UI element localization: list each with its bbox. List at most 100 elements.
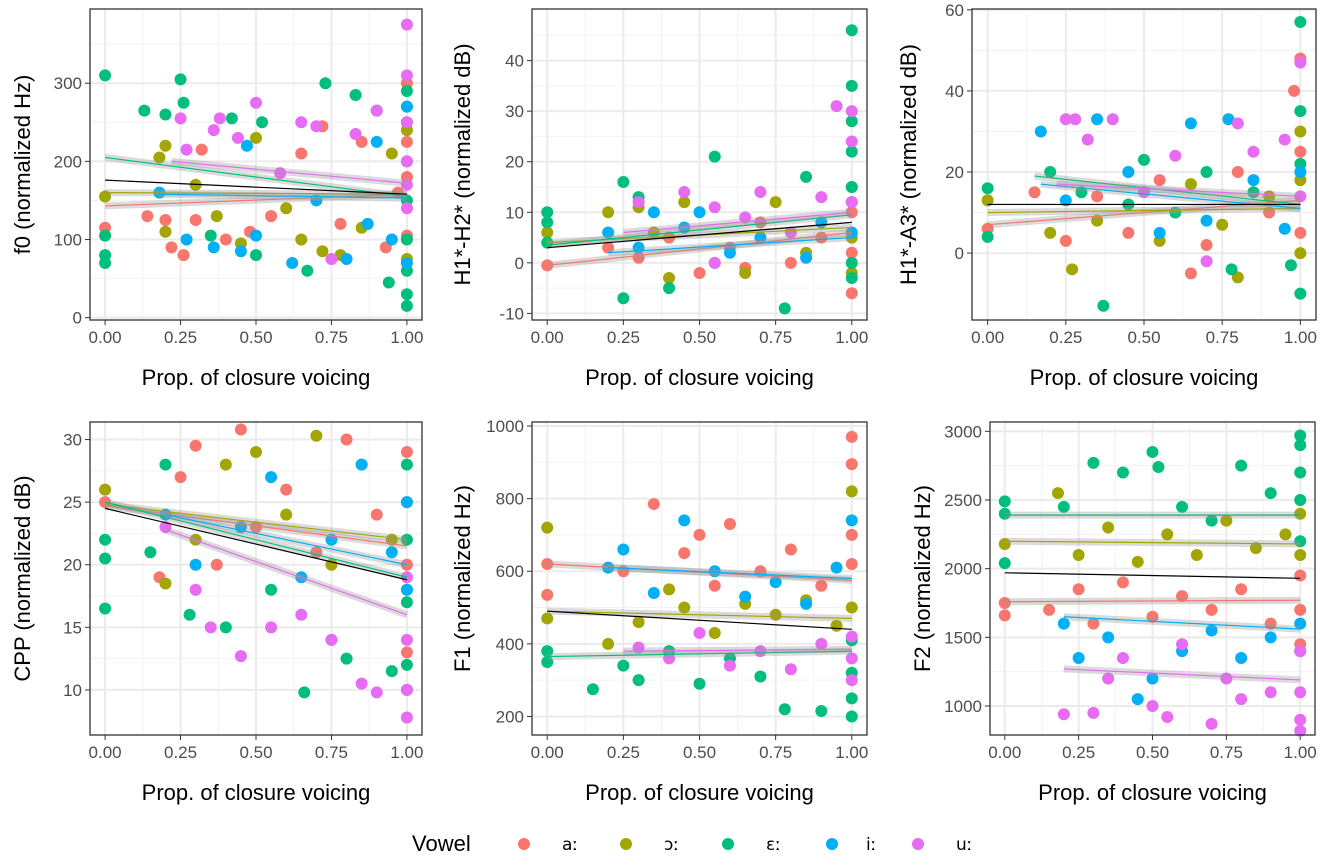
series-3	[998, 429, 1307, 570]
x-tick-label: 1.00	[390, 328, 423, 347]
data-point	[400, 100, 413, 113]
data-point	[800, 170, 813, 183]
x-tick-label: 1.00	[1284, 328, 1317, 347]
legend-item: ɛː	[722, 835, 781, 855]
x-tick-label: 0.00	[89, 328, 122, 347]
data-point	[1043, 603, 1056, 616]
data-point	[845, 630, 858, 643]
data-point	[325, 253, 338, 266]
y-tick-label: 3000	[944, 422, 982, 441]
data-point	[739, 266, 752, 279]
data-point	[754, 231, 767, 244]
data-point	[998, 609, 1011, 622]
data-point	[385, 665, 398, 678]
data-point	[400, 85, 413, 98]
data-point	[1231, 271, 1244, 284]
data-point	[541, 645, 554, 658]
data-point	[99, 69, 112, 82]
y-tick-label: 30	[505, 102, 524, 121]
data-point	[1294, 603, 1307, 616]
data-point	[400, 496, 413, 509]
data-point	[1264, 617, 1277, 630]
data-point	[1264, 487, 1277, 500]
overall-fit-line	[547, 610, 852, 630]
data-point	[754, 216, 767, 229]
x-tick-label: 1.00	[835, 743, 868, 762]
data-point	[845, 514, 858, 527]
data-point	[99, 229, 112, 242]
fit-line	[1063, 668, 1301, 681]
x-tick-label: 0.25	[1049, 328, 1082, 347]
y-tick-label: 200	[54, 152, 82, 171]
data-point	[1294, 569, 1307, 582]
data-point	[225, 112, 238, 125]
y-tick-label: 1500	[944, 628, 982, 647]
fit-line	[547, 650, 852, 658]
legend-key	[518, 838, 530, 850]
data-point	[632, 196, 645, 209]
data-point	[274, 167, 287, 180]
data-point	[541, 521, 554, 534]
data-point	[617, 292, 630, 305]
data-point	[1231, 166, 1244, 179]
data-point	[845, 557, 858, 570]
x-axis-title: Prop. of closure voicing	[585, 365, 814, 390]
data-point	[815, 637, 828, 650]
data-point	[400, 646, 413, 659]
x-tick-label: 0.75	[315, 743, 348, 762]
data-point	[845, 692, 858, 705]
data-point	[400, 711, 413, 724]
data-point	[400, 202, 413, 215]
data-point	[141, 210, 154, 223]
x-tick-label: 0.00	[988, 743, 1021, 762]
y-tick-label: 20	[945, 163, 964, 182]
y-axis-title: H1*-A3* (normalized dB)	[896, 44, 921, 285]
data-point	[678, 186, 691, 199]
data-point	[1294, 548, 1307, 561]
data-point	[845, 181, 858, 194]
data-point	[400, 458, 413, 471]
data-point	[400, 69, 413, 82]
x-tick-label: 0.25	[164, 328, 197, 347]
panel-border	[531, 8, 868, 321]
x-tick-label: 1.00	[1284, 743, 1317, 762]
data-point	[1146, 700, 1159, 713]
data-point	[739, 211, 752, 224]
data-point	[693, 677, 706, 690]
data-point	[286, 256, 299, 269]
data-point	[708, 150, 721, 163]
data-point	[1294, 686, 1307, 699]
data-point	[1294, 713, 1307, 726]
data-point	[1169, 149, 1182, 162]
data-point	[1294, 429, 1307, 442]
fit-line	[547, 214, 852, 246]
data-point	[400, 155, 413, 168]
data-point	[845, 458, 858, 471]
fit-line	[105, 193, 407, 207]
data-point	[784, 663, 797, 676]
data-point	[210, 210, 223, 223]
series-5	[159, 521, 413, 724]
data-point	[1059, 194, 1072, 207]
data-point	[99, 552, 112, 565]
data-point	[207, 124, 220, 137]
data-point	[769, 196, 782, 209]
data-point	[1146, 672, 1159, 685]
data-point	[708, 565, 721, 578]
data-point	[280, 483, 293, 496]
series-4	[602, 514, 858, 610]
data-point	[815, 705, 828, 718]
data-point	[1294, 247, 1307, 260]
data-point	[231, 131, 244, 144]
series-4	[1034, 113, 1307, 239]
data-point	[349, 88, 362, 101]
data-point	[998, 557, 1011, 570]
x-tick-label: 0.50	[683, 743, 716, 762]
data-point	[340, 652, 353, 665]
data-point	[370, 135, 383, 148]
legend-item: aː	[518, 835, 578, 855]
data-point	[250, 96, 262, 109]
data-point	[99, 602, 112, 615]
data-point	[1057, 500, 1070, 513]
x-tick-label: 0.00	[531, 743, 564, 762]
